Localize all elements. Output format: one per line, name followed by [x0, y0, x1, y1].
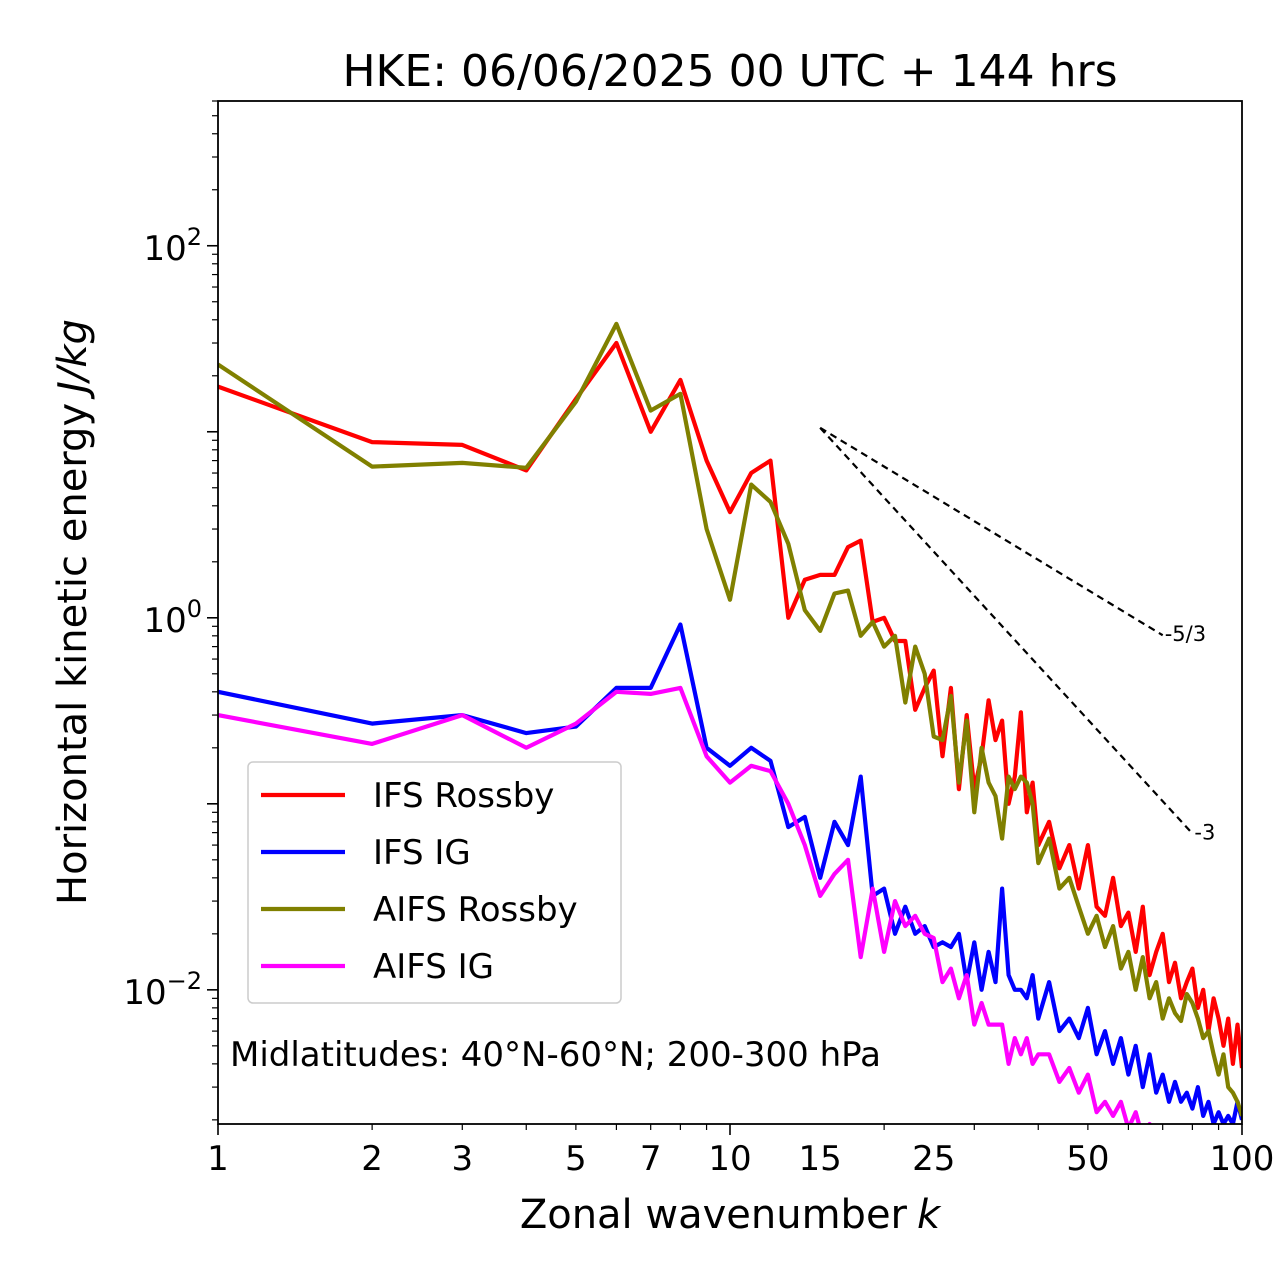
reference-line-label-2: -3	[1194, 821, 1215, 845]
legend-label-ifs-rossby: IFS Rossby	[373, 776, 554, 816]
y-tick-label: 10−2	[123, 967, 202, 1013]
x-tick-label: 15	[799, 1139, 842, 1179]
y-tick-label: 102	[143, 223, 202, 269]
reference-line-2	[819, 427, 1194, 835]
y-axis-ticks: 102 100 10−2	[123, 100, 218, 1121]
series-line-ifs-ig	[218, 622, 1242, 1124]
y-axis-label: Horizontal kinetic energyJ/kg	[50, 319, 96, 905]
y-axis-label-text: Horizontal kinetic energy	[50, 403, 96, 905]
x-tick-label: 1	[207, 1139, 229, 1179]
series-line-aifs-rossby	[218, 321, 1242, 1117]
x-tick-label: 2	[361, 1139, 383, 1179]
legend-label-aifs-ig: AIFS IG	[373, 947, 494, 987]
legend-box	[247, 761, 622, 1004]
x-tick-label: 7	[640, 1139, 662, 1179]
reference-slope-lines	[819, 426, 1194, 835]
chart-title: HKE: 06/06/2025 00 UTC + 144 hrs	[342, 46, 1117, 97]
y-axis-label-unit: J/kg	[50, 319, 96, 400]
x-axis-label: Zonal wavenumber k	[520, 1192, 942, 1238]
x-tick-label: 25	[912, 1139, 955, 1179]
region-annotation: Midlatitudes: 40°N-60°N; 200-300 hPa	[230, 1035, 881, 1075]
series-layer	[218, 321, 1242, 1124]
y-tick-label: 100	[143, 595, 202, 641]
series-line-aifs-ig	[218, 685, 1152, 1124]
x-axis-label-var: k	[917, 1192, 942, 1238]
x-tick-label: 5	[565, 1139, 587, 1179]
x-tick-label: 10	[708, 1139, 751, 1179]
legend-label-aifs-rossby: AIFS Rossby	[373, 890, 578, 930]
x-axis-label-text: Zonal wavenumber	[520, 1192, 908, 1238]
reference-line-label-1: -5/3	[1165, 622, 1206, 646]
reference-line-1	[819, 426, 1164, 637]
series-line-ifs-rossby	[218, 340, 1242, 1069]
reference-slope-labels: -5/3 -3	[1165, 622, 1216, 844]
legend-label-ifs-ig: IFS IG	[373, 833, 471, 873]
x-tick-label: 50	[1066, 1139, 1109, 1179]
x-tick-label: 3	[451, 1139, 473, 1179]
x-axis-ticks: 1 2 3 5 7 10 15 25 50 100	[207, 1124, 1274, 1179]
legend: IFS Rossby IFS IG AIFS Rossby AIFS IG	[247, 761, 622, 1004]
x-tick-label: 100	[1210, 1139, 1275, 1179]
